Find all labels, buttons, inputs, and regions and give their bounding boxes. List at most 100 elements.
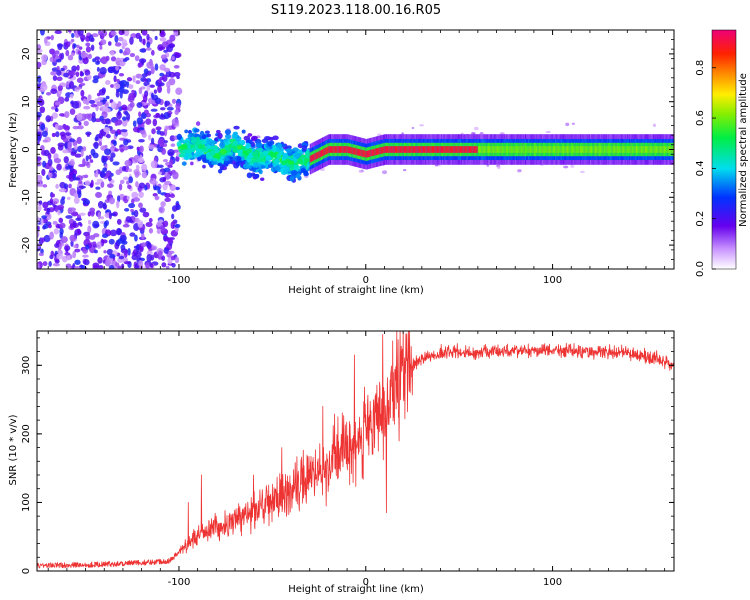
snr-x-label: Height of straight line (km) (288, 584, 424, 595)
spectrogram-cell (541, 146, 544, 153)
spectrogram-cell (270, 166, 277, 173)
spectrogram-cell (80, 149, 84, 157)
spectrogram-cell (403, 169, 407, 172)
spectrogram-cell (50, 250, 55, 257)
spectrogram-cell (571, 122, 575, 125)
spectrogram-cell (107, 175, 112, 182)
colorbar (711, 29, 737, 270)
spectrogram-cell (74, 153, 82, 158)
spectrogram-cell (184, 129, 189, 134)
spectrogram-cell (610, 146, 612, 153)
spectrogram-cell (145, 222, 153, 228)
spectrogram-cell (124, 159, 132, 167)
spectrogram-cell (232, 140, 238, 146)
spectrogram-cell (136, 102, 143, 109)
spectrogram-cell (265, 154, 272, 162)
spectrogram-cell (42, 225, 46, 230)
spectrogram-cell (98, 264, 104, 269)
spectrogram-cell (82, 146, 87, 152)
spectrogram-cell (569, 146, 572, 153)
spectrogram-cell (69, 71, 76, 76)
spectrogram-cell (105, 55, 110, 62)
spectrogram-cell (350, 146, 352, 154)
spectrogram-cell (594, 146, 596, 153)
spectrogram-cell (92, 152, 99, 159)
spectrogram-cell (77, 30, 84, 36)
spectrogram-cell (56, 253, 64, 260)
spectrogram-cell (168, 170, 173, 175)
spectrogram-cell (158, 46, 166, 50)
spectrogram-cell (556, 146, 558, 153)
spectrogram-cell (319, 150, 322, 158)
spectrogram-cell (95, 186, 101, 190)
spectrogram-cell (270, 153, 277, 158)
spectrogram-cell (535, 146, 537, 153)
spectrogram-cell (92, 220, 100, 229)
spectrogram-cell (255, 142, 263, 148)
spectrogram-cell (422, 146, 425, 153)
spectrogram-cell (425, 146, 427, 153)
spectrogram-cell (224, 156, 230, 162)
spectrogram-cell (601, 146, 603, 153)
spectrogram-cell (464, 146, 466, 153)
spectrogram-cell (376, 148, 379, 155)
spectrogram-cell (104, 148, 112, 156)
spectrogram-cell (331, 146, 333, 153)
spectrogram-cell (80, 51, 87, 59)
spectrogram-cell (458, 146, 461, 153)
spectrogram-cell (63, 183, 69, 190)
spectrogram-cell (87, 53, 92, 60)
spectrogram-cell (466, 146, 469, 153)
spectrogram-cell (38, 98, 45, 106)
spectrogram-cell (159, 76, 165, 81)
spectrogram-cell (78, 180, 83, 184)
spectrogram-cell (54, 123, 59, 130)
spectrogram-cell (328, 146, 331, 153)
spectrogram-cell (365, 150, 368, 158)
spectrogram-cell (57, 144, 64, 151)
spectrogram-cell (195, 136, 201, 142)
spectrogram-cell (37, 180, 42, 187)
spectrogram-cell (219, 142, 225, 149)
spectrogram-cell (623, 146, 625, 153)
spectrogram-cell (579, 146, 582, 153)
spectrogram-cell (570, 146, 573, 153)
spectrogram-cell (600, 146, 602, 153)
spectrogram-cell (273, 158, 280, 165)
spectrogram-cell (99, 115, 104, 121)
spectrogram-cell (527, 146, 529, 153)
spectrogram-cell (206, 138, 211, 145)
spectrogram-cell (85, 244, 90, 250)
snr-y-label: SNR (10 * v/v) (8, 414, 19, 485)
spectrogram-cell (546, 146, 548, 153)
spectrogram-cell (508, 146, 510, 153)
spectrogram-cell (73, 144, 78, 150)
spectrogram-cell (565, 122, 570, 127)
spectrogram-cell (484, 146, 486, 153)
spectrogram-cell (112, 161, 120, 166)
spectrogram-cell (210, 140, 216, 147)
spectrogram-cell (77, 50, 82, 55)
spectrogram-cell (52, 201, 58, 205)
spectrogram-cell (151, 128, 156, 135)
spectrogram-cell (85, 99, 90, 106)
spectrogram-cell (117, 100, 122, 108)
spectrogram-cell (206, 144, 211, 150)
spectrogram-cell (37, 174, 43, 181)
spectrogram-cell (552, 146, 555, 153)
spectrogram-cell (339, 146, 342, 153)
spectrogram-cell (115, 169, 122, 176)
spectrogram-cell (119, 49, 123, 54)
spectrogram-cell (142, 38, 146, 46)
spectrogram-cell (40, 30, 45, 36)
spectrogram-cell (232, 146, 237, 153)
spectrogram-cell (100, 216, 105, 220)
spectrogram-cell (619, 146, 621, 153)
spectrogram-cell (116, 200, 120, 209)
spectrogram-cell (138, 35, 143, 43)
spectrogram-cell (121, 145, 129, 151)
spectrogram-cell (94, 136, 99, 142)
spectrogram-cell (164, 180, 172, 186)
spectrogram-cell (372, 149, 374, 156)
spectrogram-cell (109, 229, 118, 237)
